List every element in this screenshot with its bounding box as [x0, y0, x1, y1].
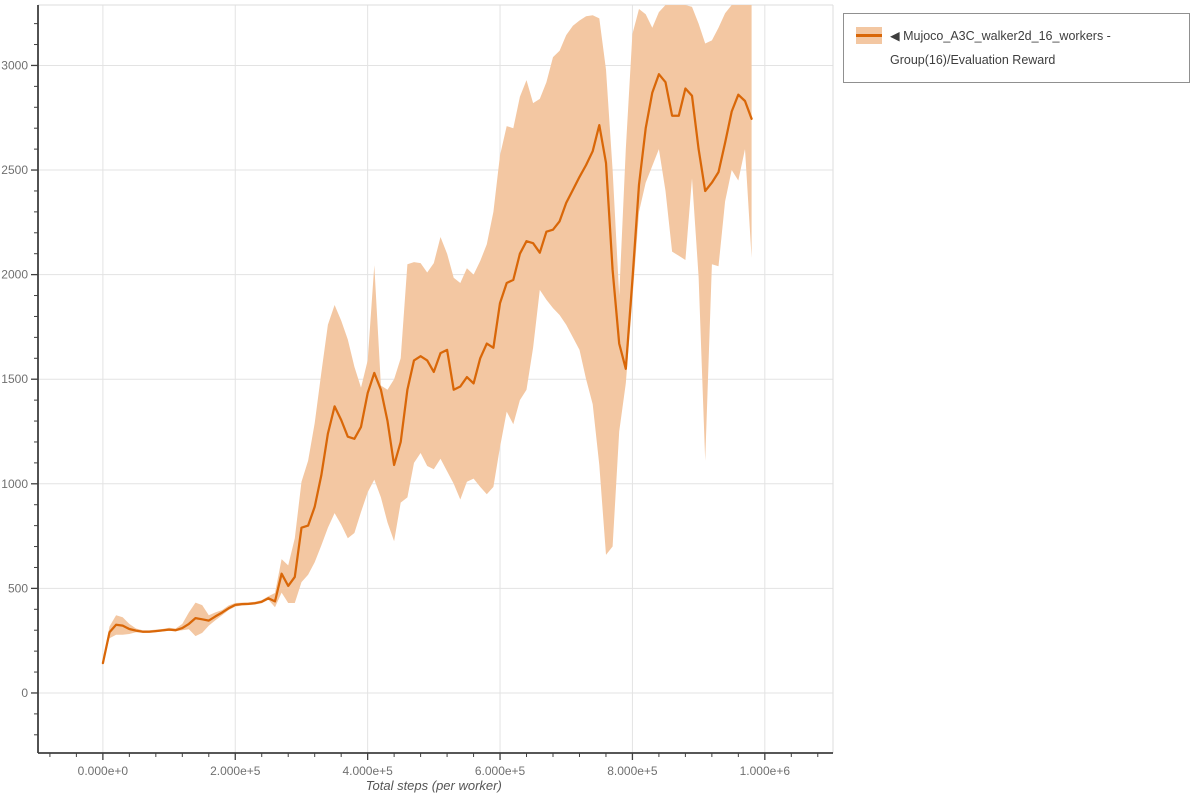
svg-text:1.000e+6: 1.000e+6: [740, 764, 791, 778]
x-axis-title: Total steps (per worker): [366, 778, 502, 793]
svg-text:6.000e+5: 6.000e+5: [475, 764, 526, 778]
y-tick-labels: 0 500 1000 1500 2000 2500 3000: [1, 58, 28, 700]
confidence-band: [102, 5, 752, 664]
mean-line: [101, 73, 753, 665]
tick-marks: [31, 23, 819, 760]
plot-frame: [38, 4, 834, 753]
svg-text:1500: 1500: [1, 372, 28, 386]
legend-band-swatch: [856, 27, 882, 44]
legend-line-icon: [856, 34, 882, 37]
svg-text:500: 500: [8, 581, 28, 595]
svg-text:2.000e+5: 2.000e+5: [210, 764, 261, 778]
svg-text:8.000e+5: 8.000e+5: [607, 764, 658, 778]
svg-text:1000: 1000: [1, 477, 28, 491]
legend-series-label: ◀ Mujoco_A3C_walker2d_16_workers - Group…: [890, 29, 1111, 67]
svg-text:3000: 3000: [1, 58, 28, 72]
svg-text:0: 0: [21, 686, 28, 700]
svg-text:4.000e+5: 4.000e+5: [342, 764, 393, 778]
svg-text:2500: 2500: [1, 163, 28, 177]
x-tick-labels: 0.000e+0 2.000e+5 4.000e+5 6.000e+5 8.000e+5…: [78, 764, 791, 778]
legend[interactable]: ◀ Mujoco_A3C_walker2d_16_workers - Group…: [843, 13, 1190, 83]
svg-text:2000: 2000: [1, 268, 28, 282]
svg-text:0.000e+0: 0.000e+0: [78, 764, 129, 778]
